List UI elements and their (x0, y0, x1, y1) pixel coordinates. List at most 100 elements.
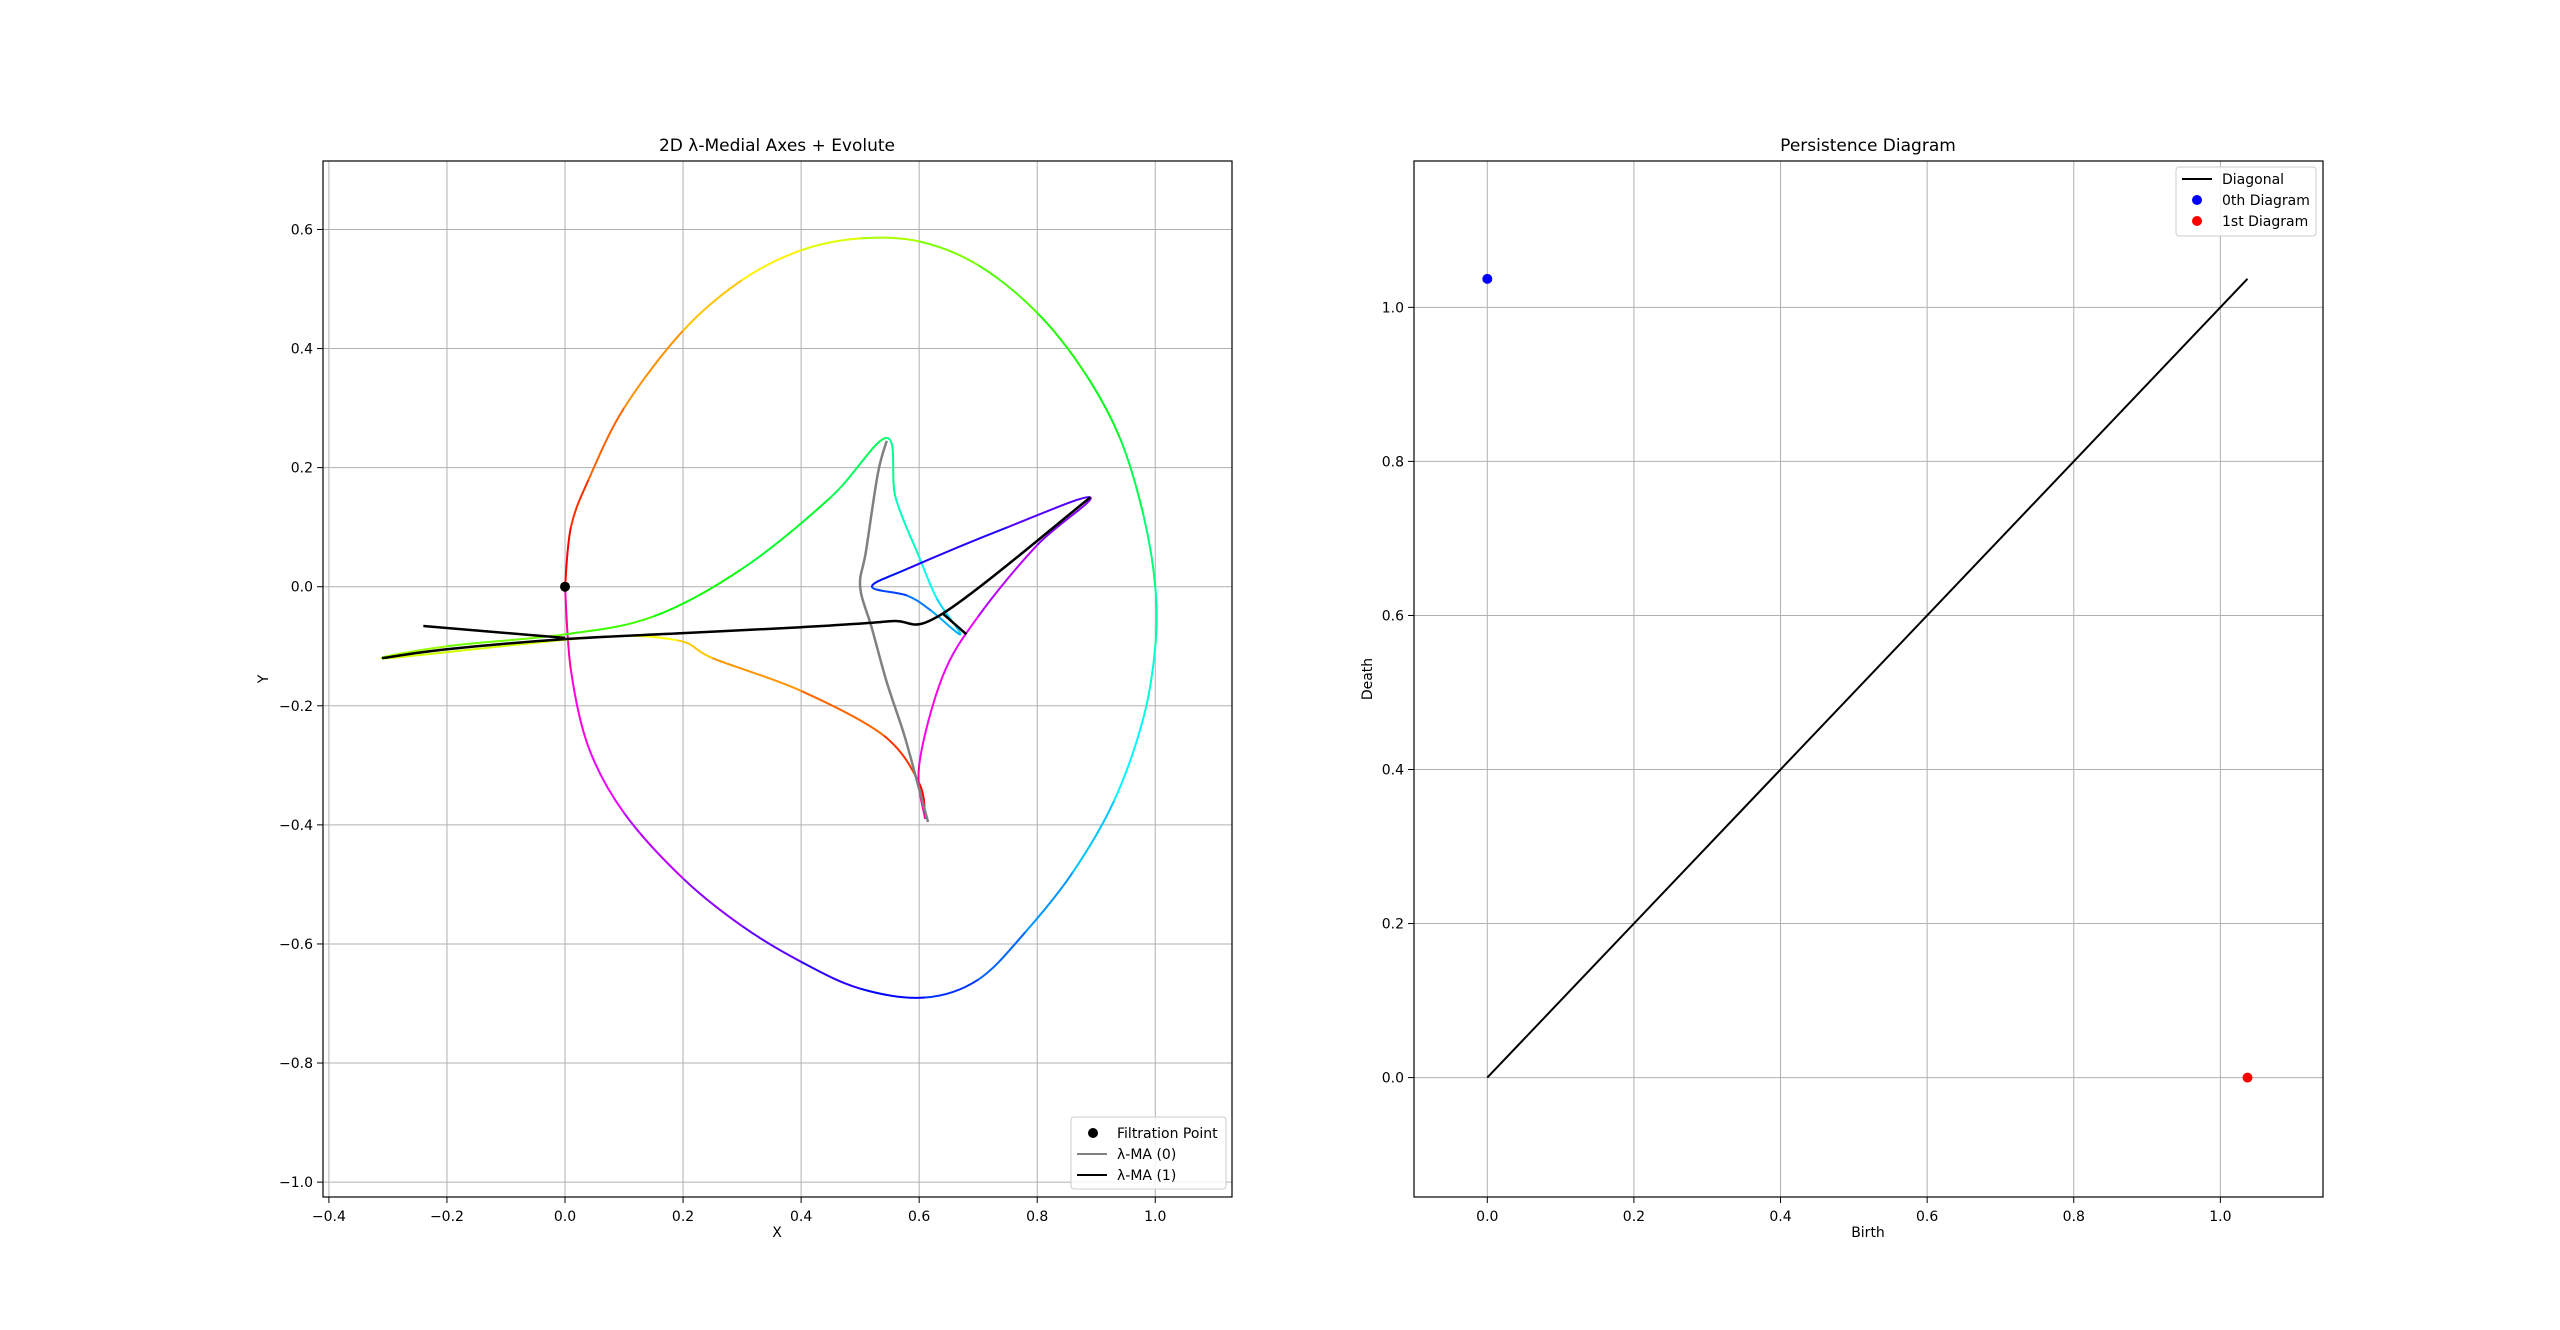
left-x-tick-label: 1.0 (1144, 1209, 1166, 1225)
lma0-series-line (858, 440, 930, 823)
boundary-curve-segment (1142, 515, 1157, 587)
right-x-tick-label: 0.4 (1769, 1209, 1791, 1225)
boundary-curve-segment (800, 237, 861, 252)
legend-lma1-label: λ-MA (1) (1117, 1168, 1176, 1184)
legend-filtration-point-label: Filtration Point (1117, 1126, 1218, 1142)
boundary-curve-segment (1024, 871, 1074, 933)
left-y-tick-label: −0.2 (279, 699, 313, 715)
diagonal-line (1486, 278, 2249, 1079)
boundary-curve-segment (1154, 586, 1158, 647)
boundary-curve-segment (800, 960, 861, 990)
boundary-curve-segment (860, 236, 920, 243)
left-x-axis-label: X (772, 1225, 782, 1241)
left-y-tick-label: 0.6 (291, 222, 313, 238)
right-y-tick-label: 1.0 (1382, 300, 1404, 316)
right-x-tick-label: 0.2 (1623, 1209, 1645, 1225)
right-ticks: 0.0 0.2 0.4 0.6 0.8 1.0 0.0 0.2 0.4 0.6 0.8 1.0 (1382, 300, 2232, 1225)
boundary-curve-segment (569, 669, 590, 748)
filtration-point-marker (560, 581, 571, 592)
left-y-axis-label: Y (256, 674, 272, 684)
boundary-curve-segment (741, 249, 802, 281)
boundary-curve-segment (918, 240, 979, 267)
evolute-curve-segment (653, 568, 743, 618)
boundary-curve-segment (569, 479, 590, 528)
left-x-tick-label: 0.2 (672, 1209, 694, 1225)
right-legend-box (2175, 166, 2317, 237)
right-y-axis-label: Death (1360, 658, 1376, 700)
boundary-curve-segment (977, 264, 1038, 314)
right-plot-area (1482, 273, 2253, 1083)
left-y-tick-label: 0.4 (291, 342, 313, 358)
right-x-tick-label: 0.8 (2063, 1209, 2085, 1225)
left-x-tick-label: −0.2 (430, 1209, 464, 1225)
evolute-curve-segment (941, 615, 979, 677)
legend-lma0-label: λ-MA (0) (1117, 1147, 1176, 1163)
left-ticks: −0.4 −0.2 0.0 0.2 0.4 0.6 0.8 1.0 −1.0 −0.8 −0.6 −0… (279, 222, 1166, 1225)
diagram-0-point (1482, 273, 1493, 284)
boundary-curve-segment (859, 987, 926, 999)
boundary-curve-segment (1071, 800, 1115, 874)
right-axes-frame (1413, 160, 2324, 1198)
right-chart-title: Persistence Diagram (1780, 136, 1956, 156)
left-x-tick-label: 0.6 (908, 1209, 930, 1225)
evolute-curve-segment (870, 586, 908, 597)
left-y-tick-label: −0.6 (279, 937, 313, 953)
left-grid (323, 161, 1232, 1197)
boundary-curve-segment (587, 407, 625, 480)
left-y-tick-label: −0.4 (279, 818, 313, 834)
legend-0th-diagram-marker (2192, 195, 2202, 205)
boundary-curve-segment (1083, 371, 1121, 439)
boundary-curve-segment (623, 330, 684, 409)
boundary-curve-segment (924, 978, 979, 999)
left-axes-frame (322, 160, 1233, 1198)
boundary-curve-segment (623, 812, 684, 880)
left-y-tick-label: −1.0 (279, 1175, 313, 1191)
evolute-curve-segment (676, 639, 713, 660)
boundary-curve-segment (587, 747, 625, 814)
evolute-curve-segment (870, 567, 908, 588)
left-y-tick-label: −0.8 (279, 1056, 313, 1072)
evolute-curve-segment (977, 544, 1038, 618)
left-legend: Filtration Point λ-MA (0) λ-MA (1) (1070, 1116, 1227, 1190)
evolute-curve-segment (894, 497, 921, 558)
medial-axes-plot: −0.4 −0.2 0.0 0.2 0.4 0.6 0.8 1.0 −1.0 −0.8 −0.6 −0… (256, 136, 1233, 1241)
left-y-tick-label: 0.2 (291, 461, 313, 477)
right-y-tick-label: 0.4 (1382, 763, 1404, 779)
legend-1st-diagram-label: 1st Diagram (2222, 214, 2308, 230)
left-legend-box (1070, 1116, 1227, 1190)
left-x-tick-label: 0.8 (1026, 1209, 1048, 1225)
right-x-tick-label: 0.6 (1916, 1209, 1938, 1225)
boundary-curve-segment (682, 877, 743, 927)
right-y-tick-label: 0.0 (1382, 1071, 1404, 1087)
right-legend: Diagonal 0th Diagram 1st Diagram (2175, 166, 2317, 237)
right-y-tick-label: 0.6 (1382, 608, 1404, 624)
boundary-curve-segment (682, 279, 743, 332)
right-y-tick-label: 0.8 (1382, 454, 1404, 470)
right-x-tick-label: 0.0 (1476, 1209, 1498, 1225)
legend-diagonal-label: Diagonal (2222, 172, 2284, 188)
right-x-axis-label: Birth (1851, 1225, 1885, 1241)
right-grid (1414, 161, 2323, 1197)
boundary-curve-segment (1118, 437, 1145, 516)
left-y-tick-label: 0.0 (291, 580, 313, 596)
evolute-curve-segment (918, 675, 944, 766)
boundary-curve-segment (1113, 717, 1145, 802)
evolute-curve-segment (564, 615, 654, 636)
left-plot-area (380, 236, 1158, 999)
left-chart-title: 2D λ-Medial Axes + Evolute (659, 136, 895, 156)
diagram-1-point (2242, 1072, 2253, 1083)
evolute-curve-segment (712, 657, 802, 692)
left-x-tick-label: 0.4 (790, 1209, 812, 1225)
legend-filtration-point-marker (1088, 1128, 1098, 1138)
lma1-series-line-branch (941, 612, 968, 636)
right-y-tick-label: 0.2 (1382, 917, 1404, 933)
evolute-curve-segment (930, 609, 962, 636)
persistence-diagram-plot: 0.0 0.2 0.4 0.6 0.8 1.0 0.0 0.2 0.4 0.6 0.8 1.0 Per… (1360, 136, 2324, 1241)
boundary-curve-segment (1036, 312, 1086, 373)
legend-0th-diagram-label: 0th Diagram (2222, 193, 2310, 209)
evolute-curve-segment (918, 556, 938, 600)
boundary-curve-segment (1142, 646, 1157, 718)
evolute-curve-segment (906, 594, 932, 612)
